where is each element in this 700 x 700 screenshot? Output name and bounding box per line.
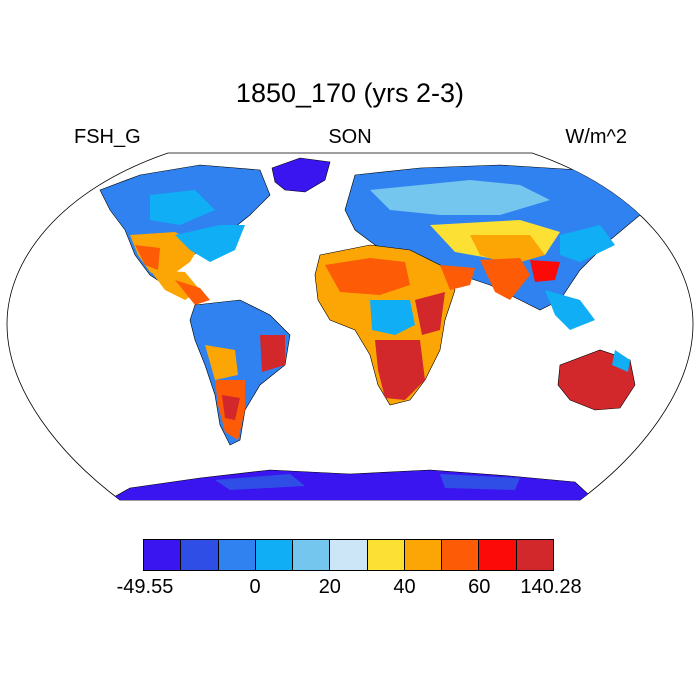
colorbar-box <box>293 540 331 570</box>
colorbar-box <box>330 540 368 570</box>
colorbar-box <box>442 540 480 570</box>
colorbar-tick-label: 40 <box>393 576 416 598</box>
variable-label: FSH_G <box>74 126 141 148</box>
colorbar <box>143 539 554 571</box>
north-america-region <box>99 164 271 305</box>
map-title: 1850_170 (yrs 2-3) <box>235 78 465 108</box>
south-america-region <box>189 299 291 446</box>
colorbar-box <box>144 540 182 570</box>
australia-region <box>557 349 636 411</box>
africa-region <box>314 244 475 406</box>
colorbar-tick-label: 60 <box>468 576 491 598</box>
units-label: W/m^2 <box>565 126 627 148</box>
colorbar-box <box>255 540 294 570</box>
colorbar-tick-label: -49.55 <box>116 576 174 598</box>
season-label: SON <box>328 126 372 148</box>
colorbar-box <box>181 540 219 570</box>
colorbar-box <box>479 540 517 570</box>
greenland-region <box>271 157 331 193</box>
colorbar-tick-label: 140.28 <box>520 576 582 598</box>
colorbar-box <box>218 540 256 570</box>
colorbar-box <box>404 540 443 570</box>
eurasia-region <box>344 164 641 330</box>
colorbar-tick-label: 0 <box>249 576 261 598</box>
colorbar-box <box>516 540 553 570</box>
colorbar-box <box>367 540 405 570</box>
colorbar-tick-label: 20 <box>318 576 341 598</box>
